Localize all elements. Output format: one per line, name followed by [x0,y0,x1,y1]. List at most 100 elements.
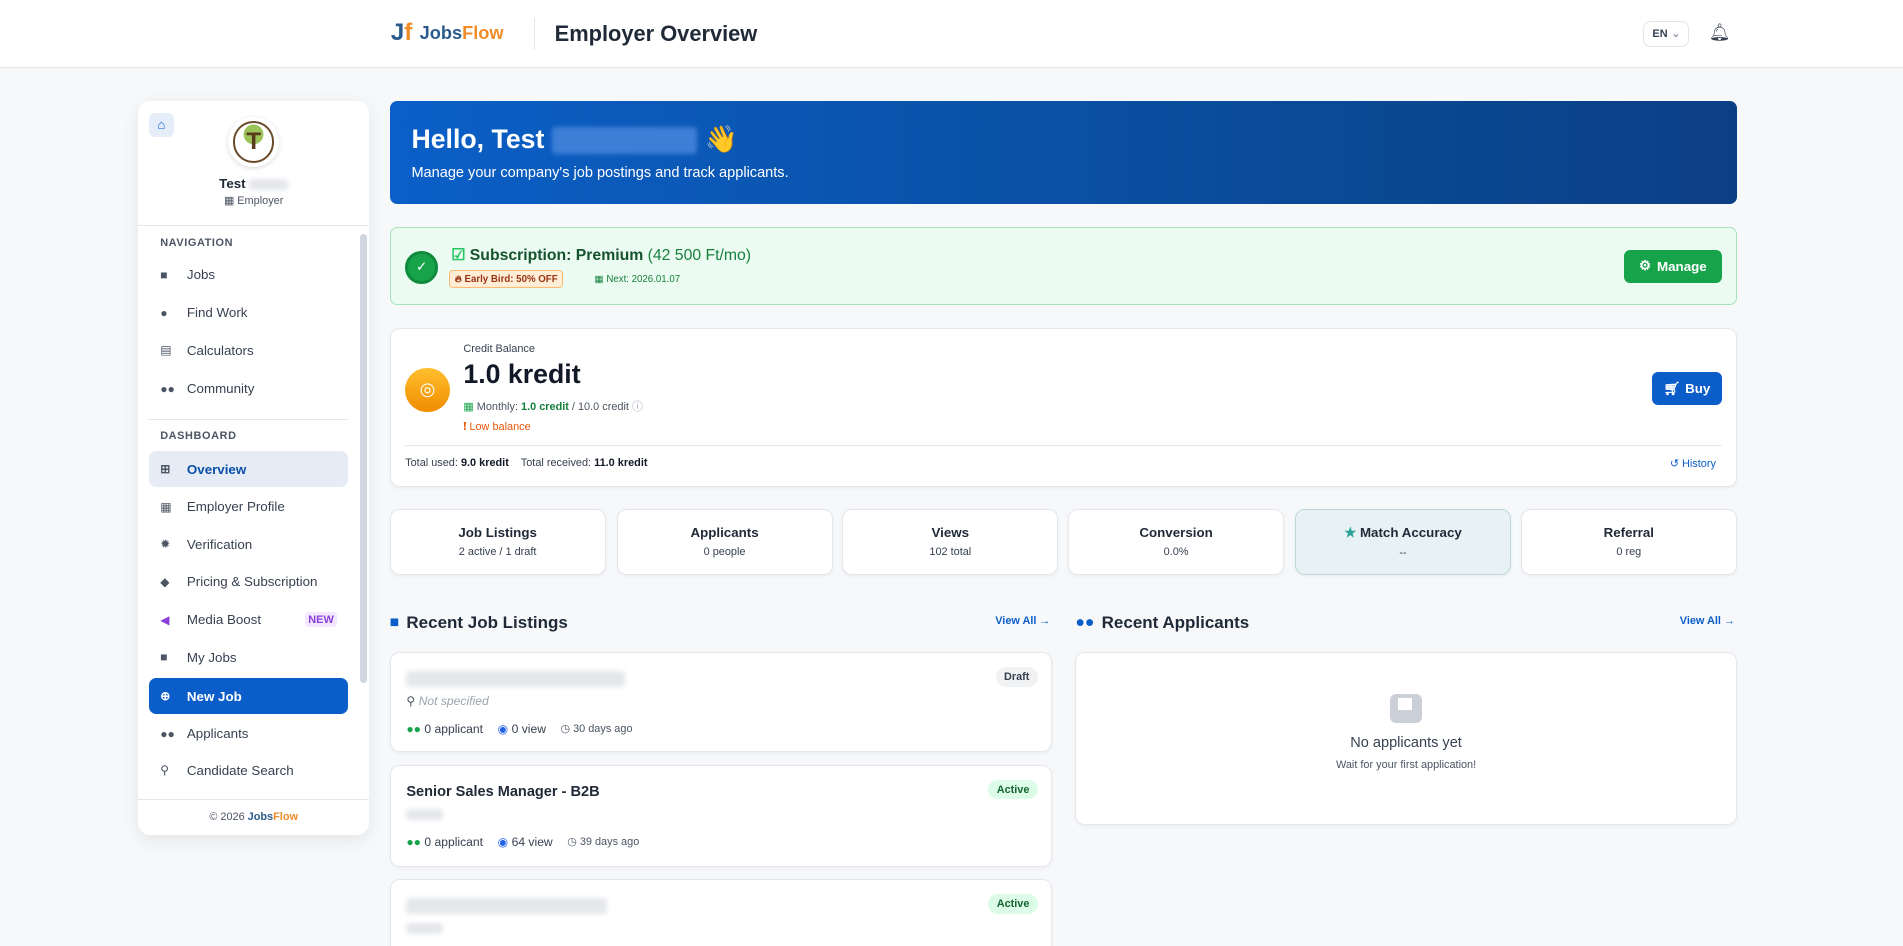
stat-applicants[interactable]: Applicants 0 people [616,508,833,576]
coins-icon: ◎ [405,367,451,413]
job-location: ⚲ Not specified [406,694,489,709]
users-icon: ●● [160,381,175,396]
sidebar-item-new-job[interactable]: ⊕ New Job [149,678,349,714]
credit-balance-card: ◎ Credit Balance 1.0 kredit ▦ Monthly: 1… [389,327,1737,487]
divider [534,18,536,50]
divider [138,798,369,800]
stat-views[interactable]: Views 102 total [842,508,1059,576]
applicants-view-all-link[interactable]: View All → [1679,615,1735,628]
brand-logo[interactable]: Jf JobsFlow [391,19,504,47]
sidebar-item-find-work[interactable]: ● Find Work [160,305,248,321]
avatar: T [228,116,280,168]
credit-label: Credit Balance [463,343,535,356]
job-meta: ●● 0 applicant ◉ 64 view ◷ 39 days ago [406,834,640,849]
empty-title: No applicants yet [1350,735,1462,752]
welcome-banner: Hello, Test 👋 Manage your company's job … [389,100,1737,204]
dashboard-section-label: DASHBOARD [160,429,237,442]
language-select[interactable]: EN ⌄ [1643,20,1690,48]
sidebar-item-applicants[interactable]: ●● Applicants [160,726,249,742]
sidebar-footer: © 2026 JobsFlow [209,810,298,823]
status-badge: Active [988,894,1038,914]
star-icon: ★ [1344,525,1357,541]
promo-badge: 🔥︎ Early Bird: 50% OFF [448,270,564,289]
sidebar-item-community[interactable]: ●● Community [160,381,255,397]
briefcase-icon: ■ [160,650,168,665]
language-value: EN [1652,27,1668,40]
sidebar-item-calculators[interactable]: ▤ Calculators [160,342,254,358]
history-link[interactable]: ↺ History [1669,458,1716,471]
divider [405,445,1723,447]
briefcase-icon: ■ [160,267,168,282]
stat-match-accuracy[interactable]: ★ Match Accuracy -- [1295,508,1512,576]
monthly-credit: ▦ Monthly: 1.0 credit / 10.0 credit ⓘ [463,400,643,413]
eye-icon: ◉ [497,834,509,849]
buy-button[interactable]: 🛒︎ Buy [1651,372,1723,406]
next-billing: ▦ Next: 2026.01.07 [594,274,681,286]
new-badge: NEW [304,612,338,627]
search-icon: ⚲ [160,763,170,778]
jobs-view-all-link[interactable]: View All → [995,615,1051,628]
clock-icon: ◷ [560,723,571,736]
grid-icon: ⊞ [160,462,171,477]
recent-applicants-heading: ●● Recent Applicants [1075,612,1250,632]
users-icon: ●● [1075,613,1095,631]
cart-icon: 🛒︎ [1663,380,1681,396]
logo-mark-icon: Jf [390,19,413,47]
sidebar-item-verification[interactable]: ✹ Verification [160,536,253,552]
nav-section-label: NAVIGATION [160,236,234,249]
users-icon: ●● [160,726,175,741]
clock-icon: ◷ [567,836,577,849]
map-pin-icon: ⚲ [406,694,416,709]
sidebar-item-my-jobs[interactable]: ■ My Jobs [160,649,237,665]
job-title: Senior Sales Manager - B2B [406,783,600,800]
building-icon: ▦ [223,195,235,208]
certificate-icon: ✹ [160,537,171,552]
history-icon: ↺ [1669,458,1679,471]
building-icon: ▦ [160,499,172,514]
subscription-card: ✓ ☑ Subscription: Premium (42 500 Ft/mo)… [389,226,1737,305]
info-icon[interactable]: ⓘ [631,400,643,413]
brand-name-accent: Flow [462,22,504,43]
bell-icon[interactable]: 🔔︎ [1708,23,1731,43]
job-location [406,921,443,935]
brand-name: Jobs [419,22,463,43]
check-circle-icon: ✓ [405,251,438,284]
job-card[interactable]: Draft ⚲ Not specified ●● 0 applicant ◉ 0 … [389,651,1053,753]
stat-conversion[interactable]: Conversion 0.0% [1068,508,1285,576]
job-card[interactable]: Active [389,878,1053,946]
sidebar-item-overview[interactable]: ⊞ Overview [149,451,349,487]
sidebar-item-candidate-search[interactable]: ⚲ Candidate Search [160,762,294,778]
empty-subtitle: Wait for your first application! [1335,758,1477,771]
page-title: Employer Overview [554,20,758,46]
users-icon: ●● [406,721,422,736]
sidebar-scrollbar[interactable] [360,234,367,684]
status-badge: Active [988,780,1038,800]
megaphone-icon: ◀ [160,612,170,627]
chevron-down-icon: ⌄ [1671,28,1681,41]
greeting: Hello, Test 👋 [411,123,739,154]
plus-circle-icon: ⊕ [160,689,171,704]
sidebar: ⌂ T Test ▦ Employer NAVIGATION ■ Jobs ● Fi… [138,100,369,836]
calendar-icon: ▦ [463,400,474,413]
home-icon[interactable]: ⌂ [149,112,174,138]
calendar-icon: ▦ [594,274,604,286]
job-card[interactable]: Senior Sales Manager - B2B Active ●● 0 a… [389,764,1053,867]
job-title [406,898,607,914]
eye-icon: ◉ [497,721,509,736]
arrow-right-icon: → [1724,615,1735,628]
manage-button[interactable]: ⚙ Manage [1623,249,1722,283]
sidebar-item-media-boost[interactable]: ◀ Media Boost NEW [149,602,348,637]
sidebar-item-employer-profile[interactable]: ▦ Employer Profile [160,499,285,515]
calculator-icon: ▤ [160,343,172,358]
divider [138,224,369,226]
arrow-right-icon: → [1039,615,1051,628]
job-meta: ●● 0 applicant ◉ 0 view ◷ 30 days ago [406,721,633,736]
briefcase-icon: ■ [389,613,400,631]
sidebar-item-pricing[interactable]: ◆ Pricing & Subscription [160,574,318,590]
low-balance-warning: ❗︎ Low balance [463,420,531,433]
stat-job-listings[interactable]: Job Listings 2 active / 1 draft [389,508,606,576]
top-header: Jf JobsFlow Employer Overview EN ⌄ 🔔︎ [0,0,1903,68]
stat-referral[interactable]: Referral 0 reg [1520,508,1737,576]
sidebar-item-jobs[interactable]: ■ Jobs [160,267,216,283]
users-icon: ●● [406,834,422,849]
